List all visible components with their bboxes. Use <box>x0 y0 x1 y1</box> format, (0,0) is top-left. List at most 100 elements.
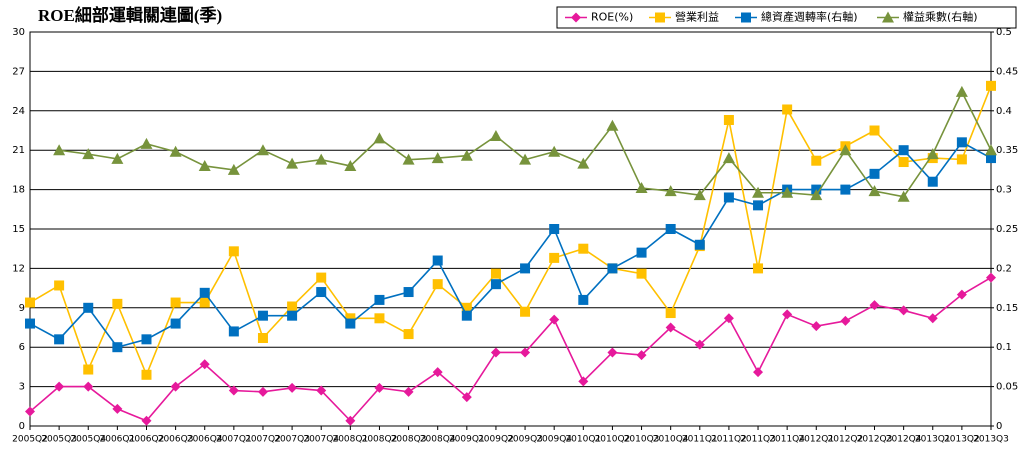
data-point <box>199 287 210 298</box>
y-tick-label: 3 <box>19 382 25 393</box>
data-point <box>54 280 65 291</box>
data-point <box>782 309 793 320</box>
x-tick-label: 2012Q3 <box>857 435 893 445</box>
data-point <box>955 85 968 97</box>
x-tick-label: 2008Q4 <box>420 435 456 445</box>
data-point <box>170 318 181 329</box>
x-tick-label: 2006Q3 <box>158 435 194 445</box>
data-point <box>694 339 705 350</box>
data-point <box>985 144 997 156</box>
data-point <box>520 306 531 317</box>
x-tick-label: 2013Q1 <box>915 435 951 445</box>
y2-tick-label: 0.2 <box>996 263 1012 274</box>
data-point <box>723 192 734 203</box>
y-tick-label: 18 <box>12 185 25 196</box>
data-point <box>199 359 210 370</box>
x-tick-label: 2011Q1 <box>682 435 718 445</box>
data-point <box>141 415 152 426</box>
x-tick-label: 2011Q3 <box>740 435 776 445</box>
data-point <box>316 272 327 283</box>
y-tick-label: 15 <box>12 224 25 235</box>
data-point <box>83 364 94 375</box>
data-point <box>170 381 181 392</box>
x-tick-label: 2013Q2 <box>944 435 980 445</box>
y2-tick-label: 0.25 <box>996 224 1018 235</box>
data-point <box>141 369 152 380</box>
data-point <box>607 263 618 274</box>
data-point <box>199 297 210 308</box>
y-tick-label: 21 <box>12 145 25 156</box>
data-point <box>490 268 501 279</box>
data-point <box>578 376 589 387</box>
x-tick-label: 2008Q3 <box>391 435 427 445</box>
x-tick-label: 2012Q2 <box>828 435 864 445</box>
data-point <box>606 119 619 131</box>
data-point <box>577 157 590 169</box>
data-point <box>228 326 239 337</box>
x-tick-label: 2009Q2 <box>478 435 514 445</box>
series-line <box>29 85 992 377</box>
data-point <box>722 152 735 164</box>
data-point <box>432 255 443 266</box>
data-point <box>83 302 94 313</box>
data-point <box>869 300 880 311</box>
data-point <box>403 329 414 340</box>
x-tick-label: 2010Q3 <box>624 435 660 445</box>
data-point <box>549 252 560 263</box>
data-point <box>490 279 501 290</box>
data-point <box>781 186 794 198</box>
data-point <box>898 305 909 316</box>
data-point <box>926 148 939 160</box>
data-point <box>578 294 589 305</box>
data-point <box>869 168 880 179</box>
data-point <box>782 104 793 115</box>
y2-tick-label: 0.15 <box>996 303 1018 314</box>
data-point <box>927 176 938 187</box>
data-point <box>169 145 182 157</box>
legend-label: ROE(%) <box>591 11 633 24</box>
y-tick-label: 27 <box>12 66 25 77</box>
chart-title: ROE細部運輯關連圖(季) <box>38 5 222 25</box>
legend-marker <box>571 12 581 23</box>
x-tick-label: 2011Q4 <box>769 435 805 445</box>
data-point <box>257 310 268 321</box>
data-point <box>898 145 909 156</box>
x-tick-label: 2007Q2 <box>245 435 281 445</box>
x-tick-label: 2012Q4 <box>886 435 922 445</box>
data-point <box>549 314 560 325</box>
data-point <box>811 321 822 332</box>
data-point <box>461 392 472 403</box>
data-point <box>956 289 967 300</box>
data-point <box>461 302 472 313</box>
data-point <box>723 114 734 125</box>
data-point <box>374 294 385 305</box>
data-point <box>460 149 473 161</box>
data-point <box>578 243 589 254</box>
data-point <box>986 272 996 283</box>
data-point <box>607 347 618 358</box>
x-tick-label: 2013Q3 <box>973 435 1009 445</box>
x-tick-label: 2009Q3 <box>507 435 543 445</box>
data-point <box>228 246 239 257</box>
y2-tick-label: 0.45 <box>996 66 1018 77</box>
data-point <box>345 415 356 426</box>
legend-marker <box>741 12 751 23</box>
data-point <box>286 157 299 169</box>
data-point <box>316 385 327 396</box>
data-point <box>170 297 181 308</box>
data-point <box>257 333 268 344</box>
data-point <box>403 386 414 397</box>
data-point <box>82 148 95 160</box>
data-point <box>986 80 996 91</box>
data-point <box>315 153 328 165</box>
data-point <box>345 318 356 329</box>
data-point <box>54 334 65 345</box>
data-point <box>636 247 647 258</box>
series-line <box>59 90 992 198</box>
data-point <box>490 347 501 358</box>
data-point <box>839 144 852 156</box>
data-point <box>868 185 881 197</box>
y-tick-label: 6 <box>19 342 25 353</box>
y-tick-label: 24 <box>12 106 25 117</box>
